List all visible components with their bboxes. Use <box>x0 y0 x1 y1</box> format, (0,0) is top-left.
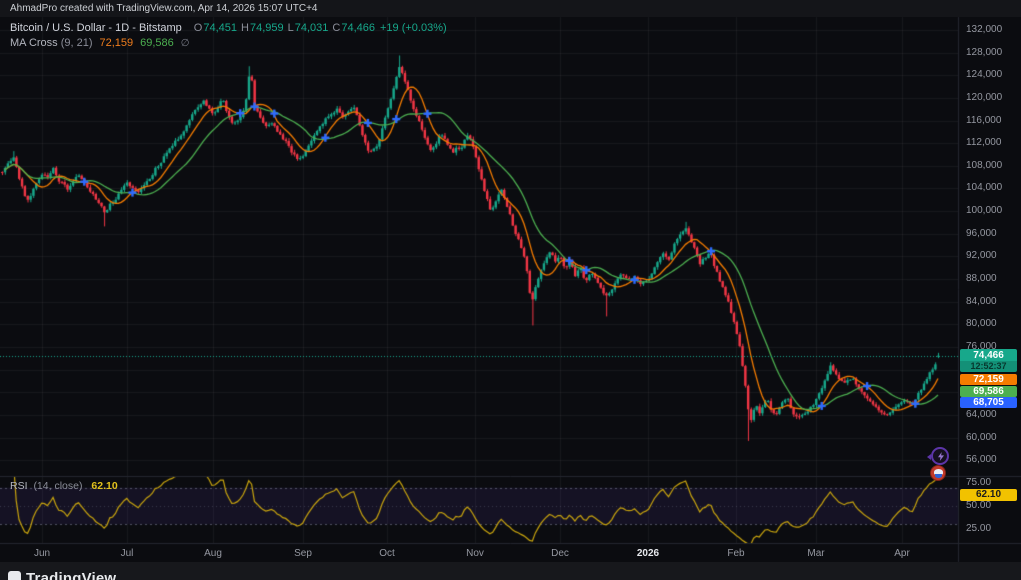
high-label: H <box>241 22 249 34</box>
ma-slow-price-badge: 69,586 <box>960 385 1017 397</box>
rsi-title[interactable]: RSI <box>10 480 28 492</box>
time-axis-label: Nov <box>466 548 484 559</box>
price-axis-tick: 60,000 <box>966 431 997 443</box>
price-axis-tick: 96,000 <box>966 227 997 239</box>
time-axis-label: Jul <box>120 548 134 559</box>
price-axis-tick: 84,000 <box>966 295 997 307</box>
hidden-eye-icon[interactable]: ∅ <box>180 38 190 49</box>
open-label: O <box>193 22 203 34</box>
rsi-value-badge: 62.10 <box>960 489 1017 501</box>
last-price-value: 74,466 <box>973 350 1004 361</box>
price-axis-tick: 80,000 <box>966 318 997 330</box>
high-value: 74,959 <box>249 22 284 34</box>
ma-fast-price-badge: 72,159 <box>960 374 1017 385</box>
low-label: L <box>287 22 294 34</box>
price-axis-tick: 56,000 <box>966 454 997 466</box>
time-axis-label: Sep <box>294 548 312 559</box>
tradingview-logo-icon[interactable] <box>8 571 21 580</box>
bottom-strip: TradingView <box>0 562 1021 580</box>
attribution-bar: AhmadPro created with TradingView.com, A… <box>0 0 1021 17</box>
open-value: 74,451 <box>203 22 237 34</box>
rsi-legend[interactable]: RSI (14, close) 62.10 <box>10 480 118 492</box>
rsi-axis-tick: 50.00 <box>966 500 992 511</box>
price-axis-tick: 120,000 <box>966 91 1003 103</box>
price-axis-tick: 116,000 <box>966 114 1002 126</box>
time-axis-label: Mar <box>807 548 825 559</box>
price-axis-tick: 88,000 <box>966 273 997 285</box>
symbol-legend: Bitcoin / U.S. Dollar - 1D - Bitstamp O74… <box>10 21 447 51</box>
time-axis-label: Jun <box>33 548 51 559</box>
rsi-axis-tick: 75.00 <box>966 477 992 488</box>
bar-countdown: 12:52:37 <box>960 361 1017 372</box>
price-axis-tick: 128,000 <box>966 46 1003 58</box>
price-axis-tick: 132,000 <box>966 24 1003 35</box>
change-value: +19 (+0.03%) <box>380 22 447 34</box>
close-value: 74,466 <box>341 22 375 34</box>
price-axis-tick: 108,000 <box>966 159 1003 171</box>
time-axis-label: Dec <box>551 548 569 559</box>
attribution-text: AhmadPro created with TradingView.com, A… <box>10 3 318 14</box>
price-axis-tick: 124,000 <box>966 69 1003 81</box>
sentiment-icon <box>934 469 943 475</box>
time-axis-label: 2026 <box>636 548 660 559</box>
symbol-title[interactable]: Bitcoin / U.S. Dollar - 1D - Bitstamp <box>10 22 182 34</box>
lightning-icon <box>938 452 944 461</box>
time-axis-label: Feb <box>727 548 745 559</box>
low-value: 74,031 <box>294 22 329 34</box>
rsi-params: (14, close) <box>33 480 83 492</box>
rsi-current-value: 62.10 <box>91 480 118 492</box>
alert-price-badge: 68,705 <box>960 397 1017 408</box>
ma-cross-title[interactable]: MA Cross <box>10 37 58 49</box>
time-axis-label: Oct <box>379 548 395 559</box>
price-axis-tick: 100,000 <box>966 205 1003 217</box>
last-price-badge: 74,466 12:52:37 <box>960 349 1017 372</box>
price-axis-tick: 64,000 <box>966 408 997 420</box>
ma-slow-value: 69,586 <box>140 37 174 49</box>
price-axis-tick: 104,000 <box>966 182 1003 194</box>
boost-button[interactable] <box>927 447 949 465</box>
symbol-row[interactable]: Bitcoin / U.S. Dollar - 1D - Bitstamp O74… <box>10 21 447 36</box>
close-label: C <box>332 22 341 34</box>
price-axis-tick: 112,000 <box>966 137 1002 149</box>
time-axis-label: Aug <box>204 548 222 559</box>
ma-cross-params: (9, 21) <box>60 37 93 49</box>
sentiment-button[interactable] <box>930 465 946 481</box>
rsi-axis-tick: 25.00 <box>966 523 992 534</box>
price-axis-tick: 92,000 <box>966 250 997 262</box>
ma-cross-row[interactable]: MA Cross (9, 21) 72,159 69,586 ∅ <box>10 36 447 51</box>
time-axis-label: Apr <box>894 548 910 559</box>
ma-fast-value: 72,159 <box>99 37 134 49</box>
left-arrow-icon <box>927 454 931 460</box>
sentiment-icon-base <box>935 474 942 478</box>
price-axis-tick: 76,000 <box>966 340 997 352</box>
tradingview-wordmark[interactable]: TradingView <box>26 570 117 580</box>
